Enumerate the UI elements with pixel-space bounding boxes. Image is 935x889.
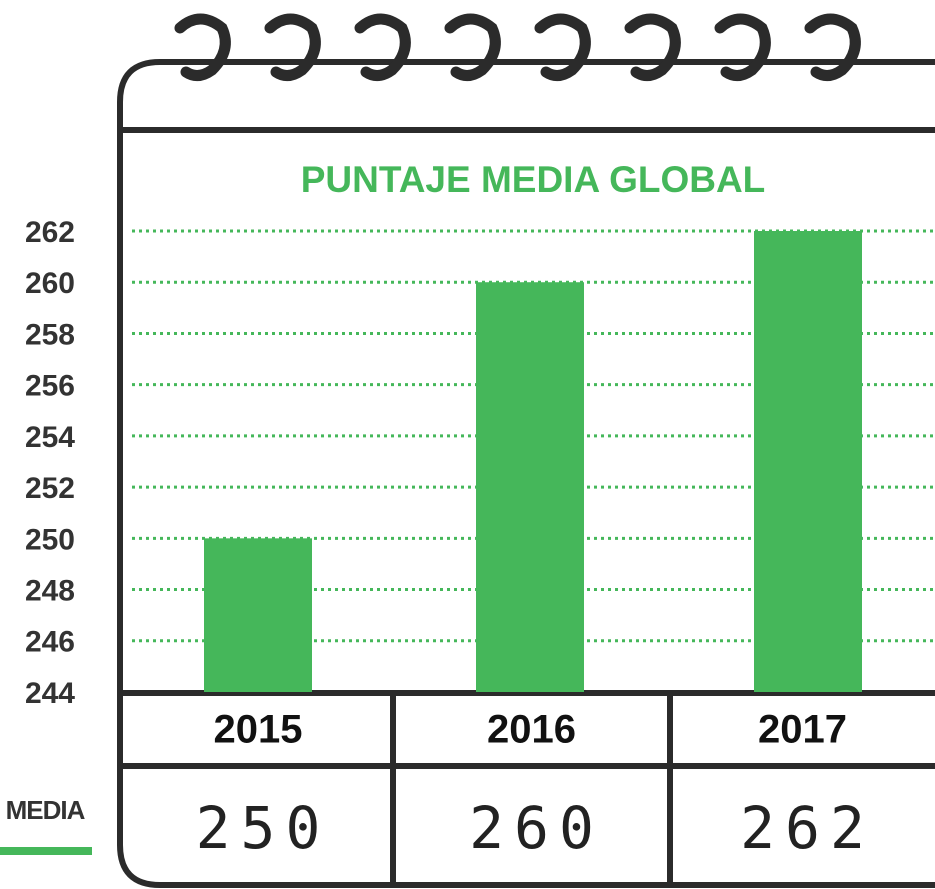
chart-title: PUNTAJE MEDIA GLOBAL — [301, 159, 766, 200]
data-label: 250 — [196, 794, 331, 862]
y-tick-label: 248 — [25, 574, 75, 607]
y-tick-label: 258 — [25, 318, 75, 351]
y-tick-label: 260 — [25, 267, 75, 300]
legend-label: MEDIA — [6, 795, 86, 825]
x-tick-label: 2015 — [214, 708, 303, 752]
ring — [624, 13, 681, 81]
x-tick-label: 2016 — [487, 708, 576, 752]
data-label: 260 — [469, 794, 604, 862]
y-tick-label: 250 — [25, 523, 75, 556]
ring — [534, 13, 591, 81]
calendar-frame — [117, 59, 935, 888]
y-tick-label: 254 — [25, 421, 75, 454]
ring — [714, 13, 771, 81]
ring — [264, 13, 321, 81]
y-tick-label: 244 — [25, 677, 75, 710]
ring — [804, 13, 861, 81]
x-tick-label: 2017 — [758, 708, 847, 752]
data-label: 262 — [740, 794, 875, 862]
bar — [204, 538, 312, 692]
y-tick-label: 256 — [25, 370, 75, 403]
bar — [754, 231, 862, 692]
ring — [174, 13, 231, 81]
ring — [444, 13, 501, 81]
y-tick-label: 262 — [25, 216, 75, 249]
ring — [354, 13, 411, 81]
y-tick-label: 246 — [25, 626, 75, 659]
y-tick-label: 252 — [25, 472, 75, 505]
bar — [476, 282, 584, 692]
calendar-rings — [174, 13, 861, 81]
